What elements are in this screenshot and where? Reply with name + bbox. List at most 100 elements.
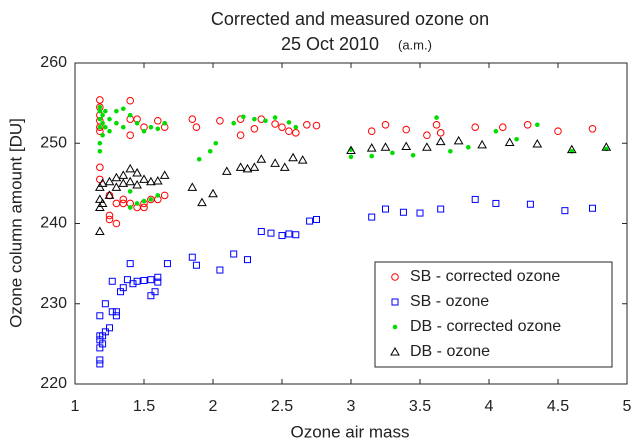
- point: [104, 176, 115, 186]
- point: [196, 157, 202, 162]
- point: [380, 142, 391, 151]
- point: [119, 284, 127, 292]
- point: [96, 312, 104, 320]
- point: [188, 115, 197, 123]
- point: [293, 124, 299, 130]
- point: [94, 182, 105, 191]
- point: [147, 276, 155, 284]
- point: [235, 162, 246, 171]
- point: [141, 198, 147, 204]
- point: [303, 120, 311, 129]
- point: [125, 163, 136, 173]
- x-tick-label: 1.5: [133, 398, 155, 415]
- point: [118, 178, 129, 187]
- point: [236, 131, 245, 140]
- point: [192, 123, 201, 131]
- x-tick-label: 1: [71, 398, 80, 415]
- point: [151, 288, 159, 296]
- point: [453, 135, 464, 145]
- point: [99, 340, 107, 348]
- point: [126, 131, 134, 140]
- point: [471, 123, 480, 131]
- point: [154, 278, 162, 286]
- chart-title: Corrected and measured ozone on: [211, 9, 489, 29]
- point: [96, 96, 104, 104]
- point: [103, 124, 108, 130]
- point: [129, 280, 137, 288]
- point: [285, 230, 293, 238]
- point: [100, 112, 105, 118]
- point: [104, 190, 115, 199]
- point: [244, 256, 251, 264]
- point: [132, 167, 142, 177]
- y-tick-label: 230: [40, 295, 67, 312]
- point: [390, 346, 400, 356]
- point: [436, 129, 445, 137]
- point: [154, 116, 162, 125]
- point: [561, 207, 569, 215]
- point: [286, 120, 292, 125]
- point: [97, 148, 103, 154]
- point: [97, 108, 103, 114]
- point: [192, 261, 200, 269]
- point: [535, 122, 540, 128]
- point: [448, 148, 453, 154]
- point: [492, 199, 500, 207]
- point: [272, 115, 278, 120]
- point: [432, 120, 441, 129]
- point: [155, 126, 161, 132]
- x-tick-label: 5: [623, 398, 632, 415]
- point: [112, 199, 121, 208]
- point: [163, 260, 171, 268]
- point: [256, 154, 267, 163]
- point: [216, 116, 224, 125]
- point: [121, 106, 126, 112]
- point: [216, 266, 224, 274]
- x-tick-label: 4.5: [547, 398, 569, 415]
- point: [108, 277, 116, 285]
- legend-label: DB - corrected ozone: [410, 318, 561, 335]
- point: [382, 205, 389, 213]
- point: [134, 120, 140, 126]
- point: [241, 114, 246, 120]
- point: [348, 154, 354, 160]
- chart-title-note: (a.m.): [398, 37, 432, 52]
- x-tick-label: 2: [209, 398, 218, 415]
- point: [121, 124, 126, 130]
- point: [270, 158, 280, 167]
- point: [148, 197, 154, 202]
- point: [96, 356, 104, 364]
- point: [97, 104, 103, 110]
- legend-label: SB - ozone: [410, 293, 489, 310]
- point: [306, 217, 314, 225]
- point: [422, 142, 432, 151]
- point: [96, 163, 104, 172]
- point: [94, 226, 105, 236]
- legend-label: SB - corrected ozone: [410, 268, 560, 285]
- point: [213, 140, 219, 146]
- point: [493, 128, 499, 134]
- x-tick-label: 3: [347, 398, 356, 415]
- point: [523, 120, 532, 129]
- point: [434, 115, 439, 120]
- point: [105, 215, 114, 224]
- point: [112, 219, 121, 228]
- point: [146, 176, 156, 186]
- y-axis-label: Ozone column amount [DU]: [6, 118, 25, 328]
- point: [141, 128, 147, 134]
- point: [313, 215, 320, 223]
- point: [103, 108, 108, 114]
- point: [566, 144, 577, 154]
- point: [97, 178, 108, 187]
- point: [526, 200, 534, 208]
- point: [106, 324, 113, 332]
- point: [126, 96, 134, 105]
- point: [231, 120, 236, 126]
- point: [390, 150, 395, 156]
- point: [94, 202, 105, 211]
- point: [101, 300, 109, 308]
- point: [366, 143, 377, 152]
- point: [514, 136, 519, 142]
- point: [402, 125, 411, 134]
